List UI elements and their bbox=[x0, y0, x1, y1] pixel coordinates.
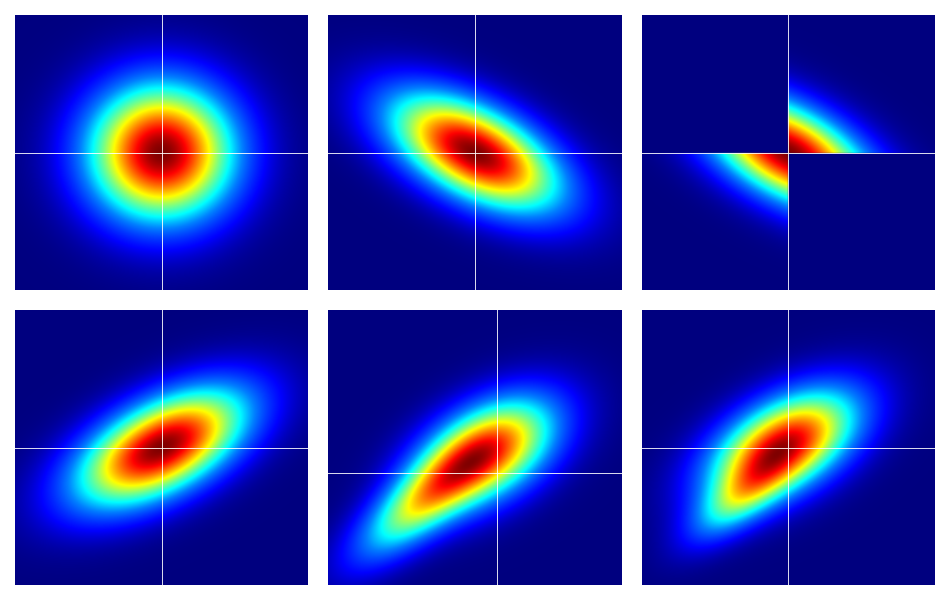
heatmap-canvas bbox=[15, 15, 308, 290]
heatmap-panel-3 bbox=[642, 15, 935, 290]
heatmap-panel-1 bbox=[15, 15, 308, 290]
heatmap-panel-2 bbox=[328, 15, 621, 290]
heatmap-canvas bbox=[328, 310, 621, 585]
figure-grid bbox=[0, 0, 950, 600]
heatmap-panel-4 bbox=[15, 310, 308, 585]
heatmap-panel-5 bbox=[328, 310, 621, 585]
heatmap-canvas bbox=[642, 15, 935, 290]
heatmap-canvas bbox=[328, 15, 621, 290]
heatmap-panel-6 bbox=[642, 310, 935, 585]
heatmap-canvas bbox=[642, 310, 935, 585]
heatmap-canvas bbox=[15, 310, 308, 585]
